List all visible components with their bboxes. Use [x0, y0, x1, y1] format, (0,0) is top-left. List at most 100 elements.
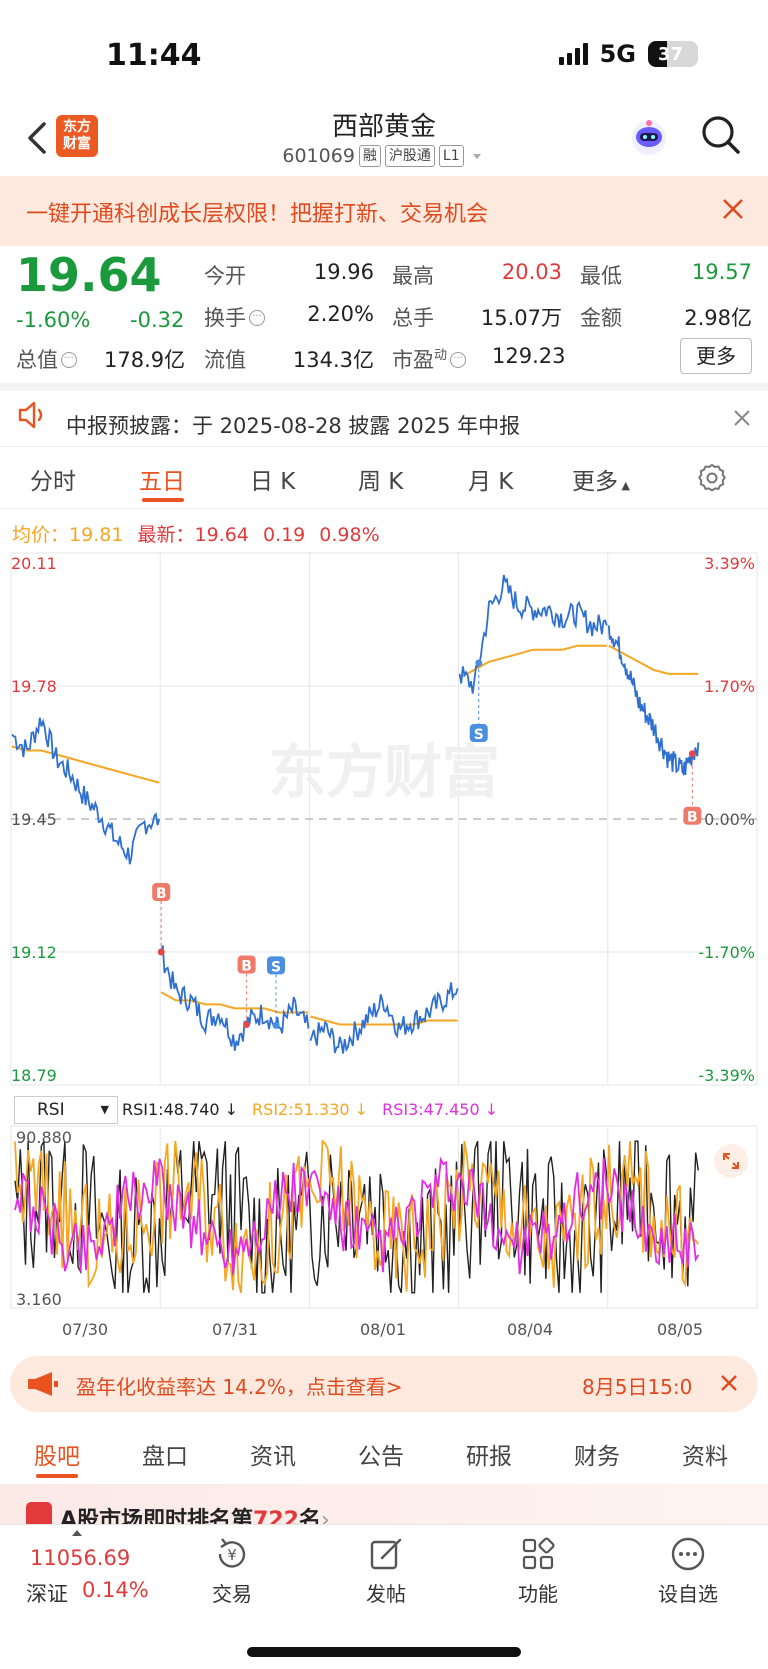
trade-mark-label: S	[271, 959, 281, 975]
back-icon[interactable]	[22, 118, 52, 158]
avg-price-line	[310, 1015, 458, 1026]
info-icon[interactable]: ···	[61, 352, 77, 368]
tab-weekly-k[interactable]: 周 K	[358, 469, 404, 495]
tab-forum[interactable]: 股吧	[34, 1444, 80, 1470]
speaker-icon	[18, 401, 43, 429]
nav-functions[interactable]: 功能	[488, 1534, 588, 1607]
volume-label: 总手	[392, 306, 434, 330]
close-icon[interactable]	[720, 1374, 738, 1392]
stock-subtitle[interactable]: 601069 融 沪股通 L1	[0, 145, 768, 167]
date-label: 07/31	[212, 1320, 259, 1339]
low-label: 最低	[580, 264, 622, 288]
y-tick-left: 19.45	[11, 810, 57, 829]
promo-banner-text[interactable]: 一键开通科创成长层权限！把握打新、交易机会	[26, 202, 489, 227]
high-value: 20.03	[501, 260, 562, 284]
pe-label: 市盈动 ···	[392, 344, 467, 374]
margin-tag: 融	[358, 145, 381, 167]
trade-mark-badge	[683, 806, 702, 825]
tab-research[interactable]: 研报	[466, 1444, 512, 1470]
tab-five-day[interactable]: 五日	[139, 469, 185, 495]
amount-label: 金额	[580, 306, 622, 330]
promo-strip-text[interactable]: 盈年化收益率达 14.2%，点击查看>	[76, 1375, 403, 1399]
y-tick-left: 20.11	[11, 554, 57, 573]
avg-price-line	[160, 991, 309, 1014]
y-tick-right: 0.00%	[704, 810, 755, 829]
tab-financials[interactable]: 财务	[574, 1444, 620, 1470]
tab-intraday[interactable]: 分时	[30, 469, 76, 495]
float-cap-label: 流值	[204, 348, 246, 372]
tab-profile[interactable]: 资料	[682, 1444, 728, 1470]
y-tick-right: 3.39%	[704, 554, 755, 573]
stock-code: 601069	[282, 145, 355, 167]
search-icon[interactable]	[700, 114, 742, 156]
trade-mark-dot	[243, 1021, 251, 1029]
amount-value: 2.98亿	[684, 306, 752, 330]
tab-order-book[interactable]: 盘口	[142, 1444, 188, 1470]
trade-mark-badge	[267, 956, 286, 975]
change-value: -0.32	[130, 308, 185, 332]
more-dots-icon	[671, 1537, 705, 1571]
price-line	[160, 945, 310, 1051]
y-tick-right: 1.70%	[704, 677, 755, 696]
status-icons: 5G 37	[558, 40, 698, 68]
tab-news[interactable]: 资讯	[250, 1444, 296, 1470]
nav-add-watchlist[interactable]: 设自选	[638, 1534, 738, 1607]
close-icon[interactable]	[733, 409, 751, 427]
date-label: 07/30	[62, 1320, 109, 1339]
current-price: 19.64	[16, 248, 162, 302]
tab-announcements[interactable]: 公告	[358, 1444, 404, 1470]
watermark: 东方财富	[268, 738, 500, 806]
trade-mark-dot	[475, 659, 483, 667]
assistant-robot-icon[interactable]	[628, 116, 670, 158]
change-percent: -1.60%	[16, 308, 91, 332]
bottom-bar	[0, 1524, 768, 1669]
app-logo: 东方 财富	[56, 115, 98, 157]
volume-value: 15.07万	[480, 306, 562, 330]
float-cap-value: 134.3亿	[292, 348, 374, 372]
y-tick-left: 18.79	[11, 1066, 57, 1085]
connect-tag: 沪股通	[384, 145, 435, 167]
rsi-values: RSI1:48.740 ↓ RSI2:51.330 ↓ RSI3:47.450 …	[122, 1100, 498, 1119]
tab-daily-k[interactable]: 日 K	[250, 469, 296, 495]
active-tab-indicator	[142, 498, 184, 502]
five-day-chart[interactable]: 东方财富 S B B B S 20.11 3.39% 19.78 1.70% 19.45 0.00…	[0, 548, 768, 1318]
battery-label: 37	[658, 43, 684, 65]
trade-mark-badge	[237, 955, 256, 974]
caret-up-icon	[72, 1530, 82, 1536]
divider	[0, 383, 768, 391]
info-icon[interactable]: ···	[450, 352, 467, 368]
nav-trade[interactable]: ¥ 交易	[182, 1534, 282, 1607]
promo-banner[interactable]	[0, 176, 768, 246]
y-tick-right: -1.70%	[698, 943, 755, 962]
notice-text[interactable]: 中报预披露：于 2025-08-28 披露 2025 年中报	[66, 414, 521, 438]
grid-apps-icon	[522, 1537, 555, 1570]
active-tab-indicator	[36, 1474, 78, 1478]
index-value[interactable]: 11056.69	[30, 1546, 131, 1570]
turnover-value: 2.20%	[307, 302, 374, 326]
trade-mark-dot	[157, 948, 165, 956]
y-tick-left: 19.12	[11, 943, 57, 962]
close-icon[interactable]	[720, 196, 746, 222]
trade-mark-dot	[272, 1021, 280, 1029]
trade-mark-label: B	[156, 886, 167, 902]
rsi-min-label: 3.160	[16, 1290, 62, 1309]
tab-more[interactable]: 更多 ▲	[572, 469, 630, 495]
promo-strip[interactable]	[10, 1356, 758, 1412]
rank-strip[interactable]	[0, 1484, 768, 1524]
price-line	[458, 574, 608, 694]
divider	[0, 446, 768, 447]
expand-icon[interactable]	[714, 1144, 748, 1178]
nav-post[interactable]: 发帖	[336, 1534, 436, 1607]
avg-price-line	[459, 644, 607, 679]
rank-chart-icon	[26, 1502, 52, 1528]
index-name[interactable]: 深证	[26, 1582, 68, 1606]
open-value: 19.96	[313, 260, 374, 284]
indicator-select[interactable]: RSI ▼	[14, 1096, 118, 1124]
market-cap-value: 178.9亿	[104, 348, 186, 372]
avg-price-line	[11, 745, 160, 784]
settings-gear-icon[interactable]	[696, 462, 728, 494]
tab-monthly-k[interactable]: 月 K	[468, 469, 514, 495]
open-label: 今开	[204, 264, 246, 288]
info-icon[interactable]: ···	[249, 310, 265, 326]
more-button[interactable]: 更多	[680, 338, 752, 374]
